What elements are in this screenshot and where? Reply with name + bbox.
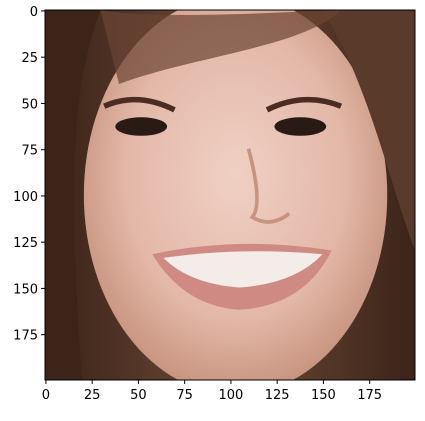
y-tick-label: 125 — [13, 236, 38, 251]
x-tick-label: 175 — [357, 388, 382, 403]
x-tick-label: 100 — [219, 388, 244, 403]
x-tick-label: 50 — [130, 388, 147, 403]
y-tick-label: 75 — [21, 144, 38, 159]
x-tick-label: 75 — [176, 388, 193, 403]
y-tick-label: 175 — [13, 329, 38, 344]
y-tick-label: 50 — [21, 97, 38, 112]
y-tick-label: 25 — [21, 51, 38, 66]
image — [45, 10, 415, 380]
y-tick-label: 100 — [13, 190, 38, 205]
y-tick-label: 150 — [13, 282, 38, 297]
axes-frame — [44, 9, 416, 381]
x-tick-label: 25 — [84, 388, 101, 403]
x-tick-label: 150 — [311, 388, 336, 403]
x-tick-label: 0 — [42, 388, 50, 403]
y-tick-label: 0 — [30, 5, 38, 20]
x-tick-label: 125 — [265, 388, 290, 403]
